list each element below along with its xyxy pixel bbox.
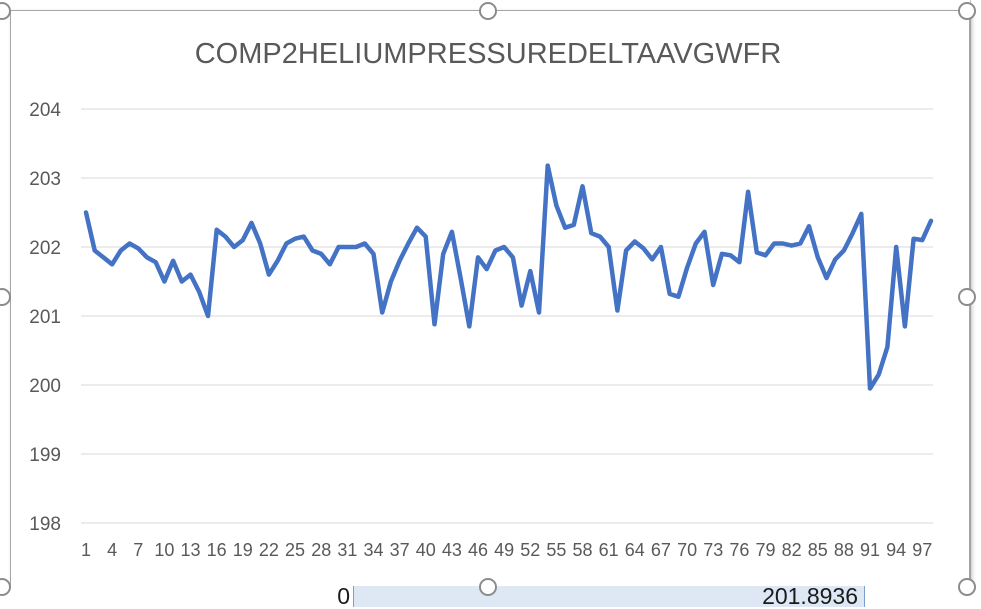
x-tick-label: 58	[573, 540, 593, 560]
x-tick-label: 22	[259, 540, 279, 560]
x-tick-label: 43	[442, 540, 462, 560]
selected-cell[interactable]: 201.8936	[353, 583, 865, 609]
y-tick-label: 198	[29, 514, 61, 535]
x-tick-label: 34	[363, 540, 383, 560]
x-tick-label: 52	[520, 540, 540, 560]
cell-left[interactable]: 0	[300, 586, 350, 607]
x-tick-label: 88	[834, 540, 854, 560]
x-tick-label: 91	[860, 540, 880, 560]
x-tick-label: 73	[703, 540, 723, 560]
x-tick-label: 85	[808, 540, 828, 560]
resize-handle-bottom-right[interactable]	[958, 578, 976, 596]
x-tick-label: 79	[755, 540, 775, 560]
x-tick-label: 25	[285, 540, 305, 560]
x-tick-label: 16	[207, 540, 227, 560]
y-tick-label: 201	[29, 307, 61, 328]
resize-handle-middle-left[interactable]	[0, 288, 11, 306]
y-tick-label: 204	[29, 100, 61, 121]
x-tick-label: 46	[468, 540, 488, 560]
resize-handle-bottom-center[interactable]	[479, 578, 497, 596]
resize-handle-top-right[interactable]	[958, 2, 976, 20]
x-tick-label: 4	[107, 540, 117, 560]
x-tick-label: 37	[390, 540, 410, 560]
x-tick-label: 13	[181, 540, 201, 560]
cell-right-value: 201.8936	[762, 583, 858, 609]
y-axis-tick-labels: 198 199 200 201 202 203 204	[29, 100, 61, 535]
line-chart: COMP2HELIUMPRESSUREDELTAAVGWFR 198 199 200…	[29, 38, 934, 560]
x-tick-label: 10	[154, 540, 174, 560]
chart-area[interactable]: COMP2HELIUMPRESSUREDELTAAVGWFR 198 199 200…	[10, 10, 970, 589]
x-tick-label: 70	[677, 540, 697, 560]
x-tick-label: 61	[599, 540, 619, 560]
resize-handle-top-left[interactable]	[0, 2, 11, 20]
series-line	[83, 163, 934, 391]
x-tick-label: 94	[886, 540, 906, 560]
y-tick-label: 203	[29, 169, 61, 190]
x-tick-label: 19	[233, 540, 253, 560]
x-tick-label: 97	[912, 540, 932, 560]
resize-handle-top-center[interactable]	[479, 2, 497, 20]
x-tick-label: 76	[729, 540, 749, 560]
x-tick-label: 82	[782, 540, 802, 560]
resize-handle-middle-right[interactable]	[958, 288, 976, 306]
y-tick-label: 200	[29, 376, 61, 397]
x-axis-tick-labels: 1 4 7 10 13 16 19 22 25 28 31 34 37 40 43 46 49 52 55 58 61 6…	[81, 540, 932, 560]
chart-title: COMP2HELIUMPRESSUREDELTAAVGWFR	[195, 38, 782, 70]
y-tick-label: 199	[29, 445, 61, 466]
x-tick-label: 1	[81, 540, 91, 560]
x-tick-label: 40	[416, 540, 436, 560]
y-tick-label: 202	[29, 238, 61, 259]
x-tick-label: 55	[546, 540, 566, 560]
x-tick-label: 7	[133, 540, 143, 560]
x-tick-label: 49	[494, 540, 514, 560]
x-tick-label: 64	[625, 540, 645, 560]
cell-left-value: 0	[337, 586, 350, 607]
resize-handle-bottom-left[interactable]	[0, 578, 11, 596]
x-tick-label: 67	[651, 540, 671, 560]
x-tick-label: 28	[311, 540, 331, 560]
x-tick-label: 31	[337, 540, 357, 560]
